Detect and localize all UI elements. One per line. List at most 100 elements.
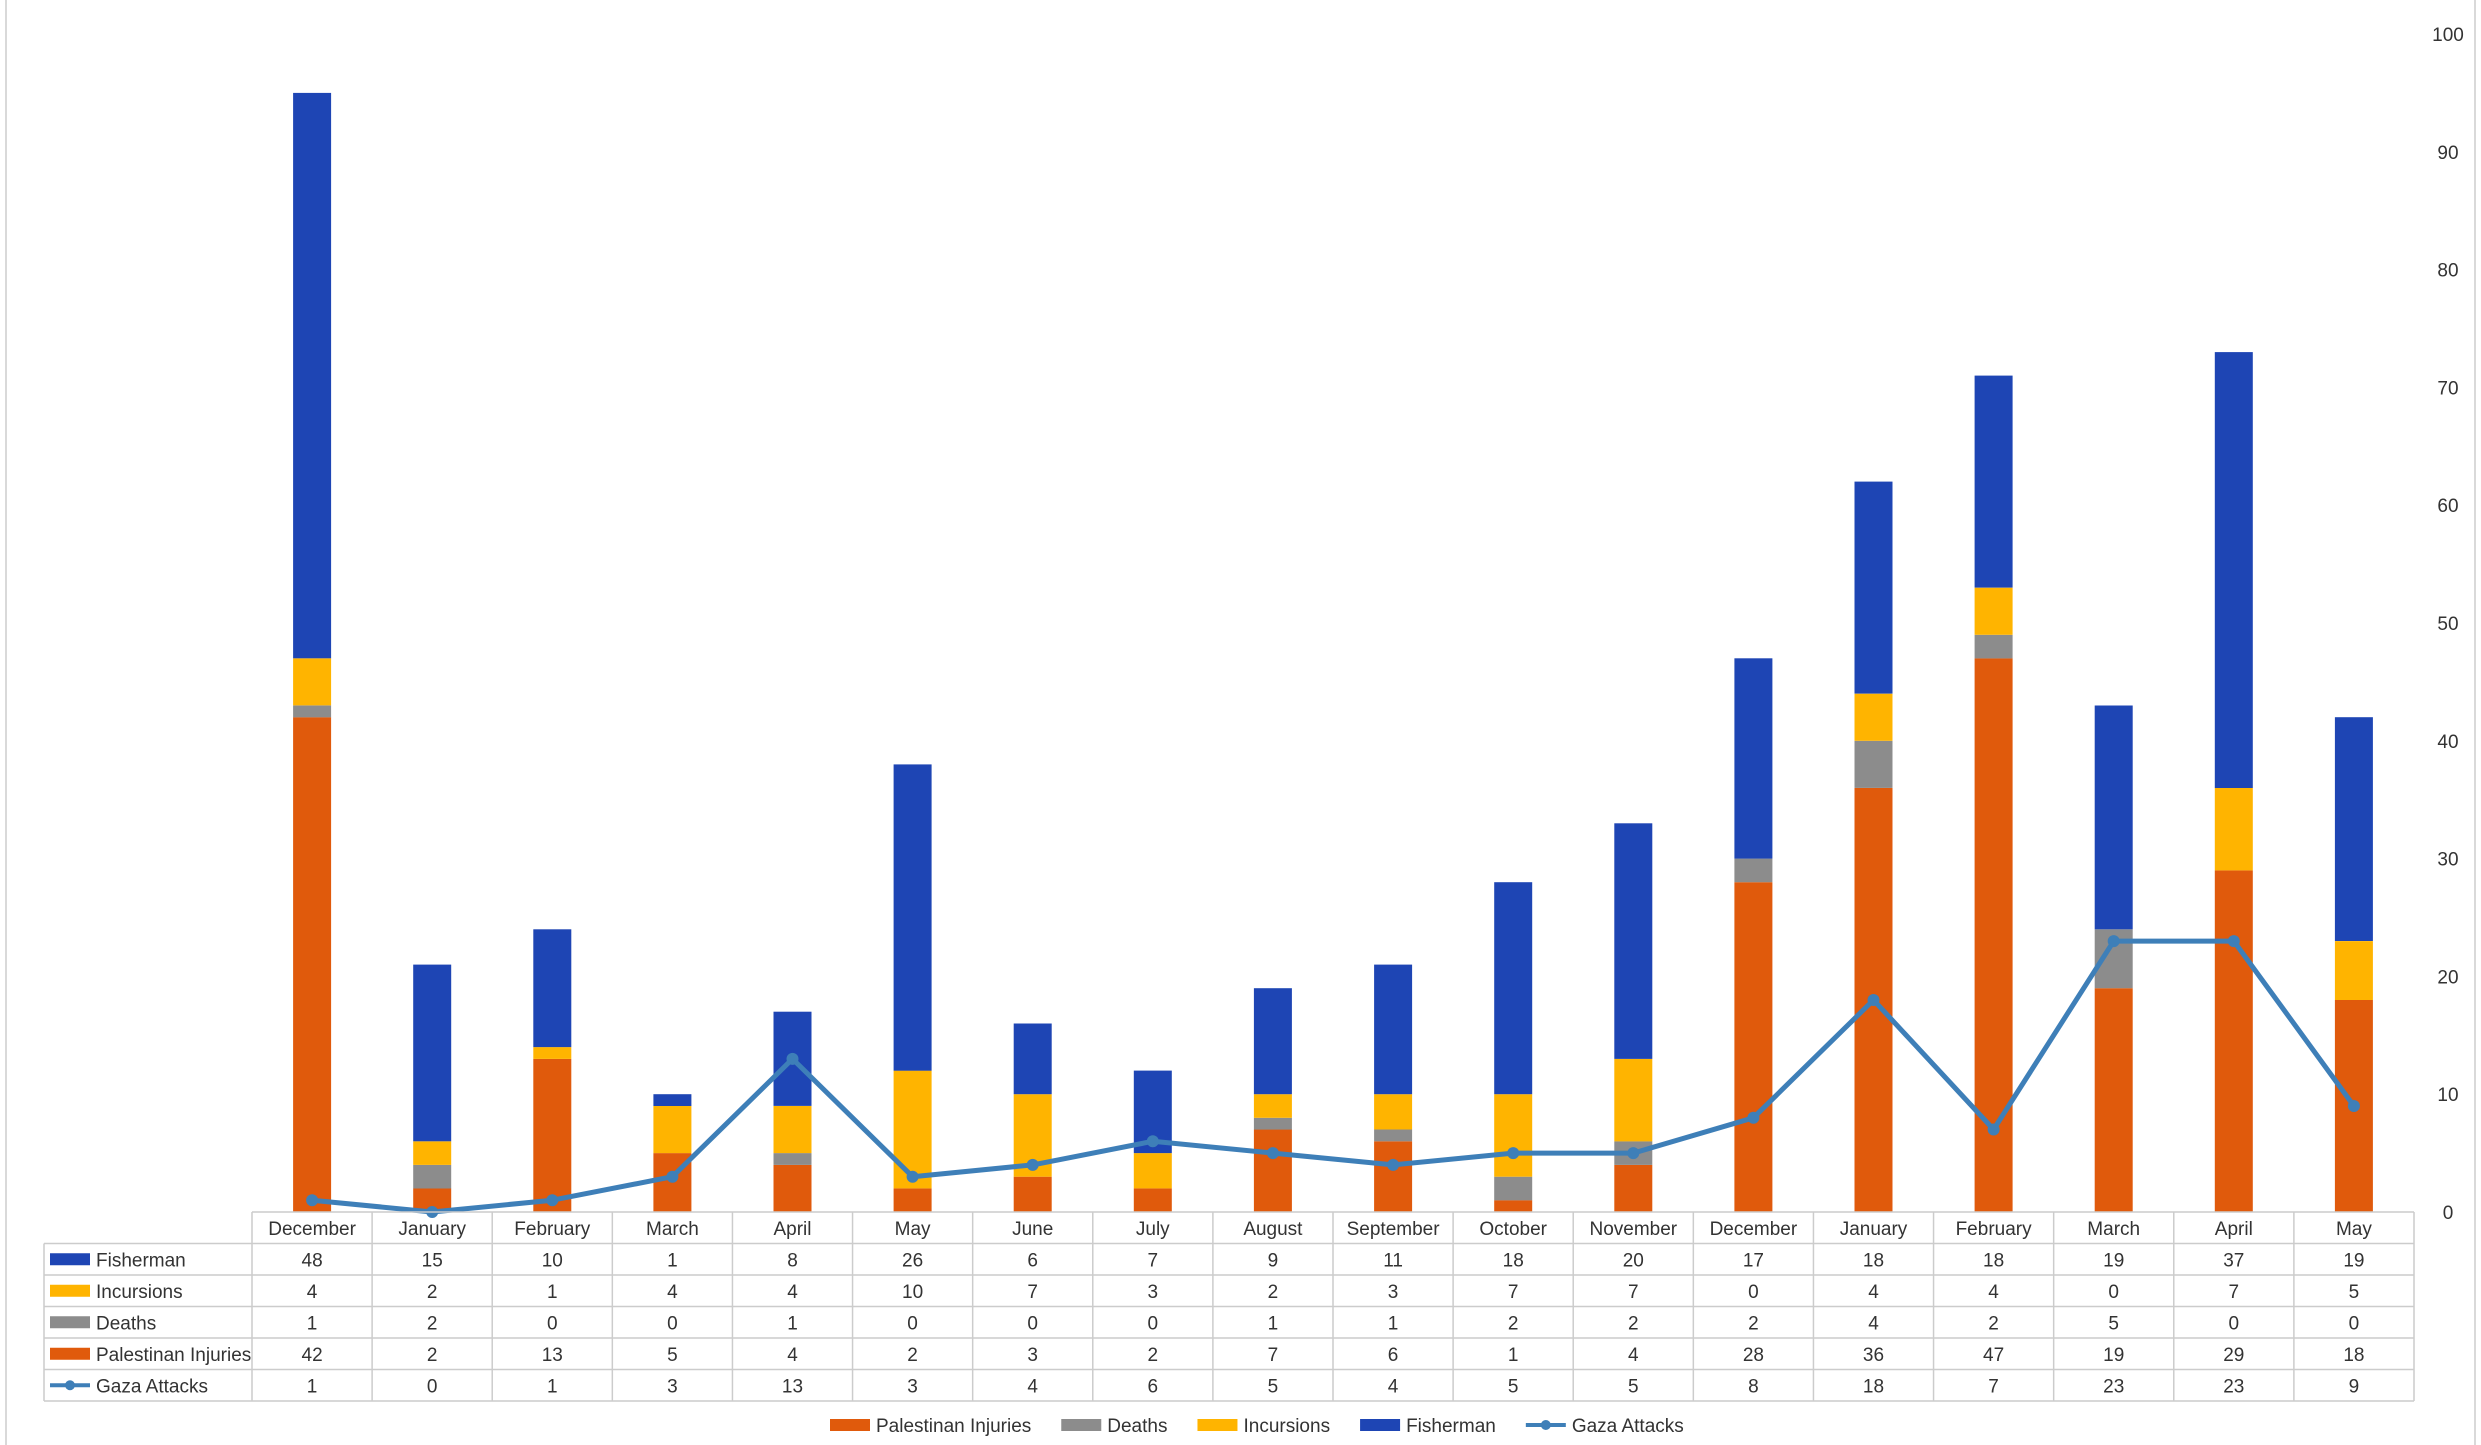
point-gaza-attacks-14	[1987, 1123, 2000, 1136]
bar-deaths-13	[1854, 740, 1893, 788]
table-cell-incursions: 7	[1027, 1282, 1038, 1303]
bar-deaths-10	[1494, 1176, 1533, 1201]
bar-incursions-0	[293, 658, 332, 706]
table-cell-incursions: 2	[1268, 1282, 1279, 1303]
legend-key-incursions	[1197, 1419, 1238, 1431]
table-cell-fisherman: 20	[1623, 1250, 1644, 1271]
bar-palestinan-injuries-2	[533, 1058, 572, 1212]
table-cell-palestinan-injuries: 2	[907, 1345, 918, 1366]
table-row-label: Deaths	[96, 1313, 156, 1334]
table-cell-fisherman: 37	[2223, 1250, 2244, 1271]
bar-palestinan-injuries-10	[1494, 1200, 1533, 1212]
table-cell-incursions: 7	[1628, 1282, 1639, 1303]
table-cell-fisherman: 48	[302, 1250, 323, 1271]
legend-label: Fisherman	[1406, 1416, 1496, 1437]
legend-key-fisherman	[1360, 1419, 1401, 1431]
legend-key-marker-gaza-attacks	[1540, 1420, 1551, 1430]
table-cell-deaths: 5	[2108, 1313, 2119, 1334]
y-axis: 0 10 20 30 40 50 60 70 80 90 100	[2432, 25, 2464, 1224]
table-cell-deaths: 0	[2229, 1313, 2240, 1334]
table-cell-deaths: 2	[1508, 1313, 1519, 1334]
point-gaza-attacks-6	[1026, 1158, 1039, 1171]
bar-palestinan-injuries-0	[293, 717, 332, 1212]
y-tick-label: 10	[2437, 1085, 2458, 1106]
table-cell-incursions: 3	[1148, 1282, 1159, 1303]
table-cell-palestinan-injuries: 36	[1863, 1345, 1884, 1366]
point-gaza-attacks-4	[786, 1052, 799, 1065]
table-cell-deaths: 0	[1027, 1313, 1038, 1334]
table-cell-gaza-attacks: 23	[2103, 1376, 2124, 1397]
table-row-label: Fisherman	[96, 1250, 186, 1271]
bar-incursions-17	[2334, 941, 2373, 1000]
table-cell-fisherman: 8	[787, 1250, 798, 1271]
bar-deaths-1	[413, 1164, 452, 1189]
table-row-label: Incursions	[96, 1282, 183, 1303]
bar-palestinan-injuries-5	[893, 1188, 932, 1212]
table-cell-incursions: 4	[1988, 1282, 1999, 1303]
bar-fisherman-15	[2094, 705, 2133, 930]
point-gaza-attacks-8	[1266, 1147, 1279, 1160]
legend-key-palestinan-injuries	[830, 1419, 870, 1431]
table-cell-incursions: 10	[902, 1282, 923, 1303]
legend-label: Deaths	[1107, 1416, 1167, 1437]
table-cell-gaza-attacks: 9	[2349, 1376, 2360, 1397]
table-cell-gaza-attacks: 6	[1148, 1376, 1159, 1397]
point-gaza-attacks-2	[546, 1194, 559, 1207]
bar-fisherman-3	[653, 1094, 692, 1106]
table-cell-deaths: 2	[1748, 1313, 1759, 1334]
bar-incursions-16	[2214, 787, 2253, 871]
table-cell-fisherman: 11	[1383, 1250, 1403, 1271]
table-cell-gaza-attacks: 18	[1863, 1376, 1884, 1397]
point-gaza-attacks-3	[666, 1170, 679, 1183]
table-cell-fisherman: 1	[667, 1250, 678, 1271]
table-key-deaths	[50, 1316, 90, 1329]
y-tick-label: 40	[2437, 732, 2458, 753]
table-cell-fisherman: 19	[2103, 1250, 2124, 1271]
bar-incursions-5	[893, 1070, 932, 1189]
bar-incursions-2	[533, 1047, 572, 1059]
bar-incursions-3	[653, 1106, 692, 1154]
point-gaza-attacks-12	[1747, 1111, 1760, 1124]
table-cell-deaths: 2	[427, 1313, 438, 1334]
table-cell-gaza-attacks: 7	[1988, 1376, 1999, 1397]
table-cell-incursions: 4	[1868, 1282, 1879, 1303]
point-gaza-attacks-9	[1387, 1158, 1400, 1171]
y-tick-label: 100	[2432, 25, 2464, 46]
bar-palestinan-injuries-4	[773, 1164, 812, 1212]
y-tick-label: 30	[2437, 850, 2458, 871]
table-cell-fisherman: 18	[1983, 1250, 2004, 1271]
bar-fisherman-10	[1494, 882, 1533, 1095]
bar-palestinan-injuries-7	[1133, 1188, 1172, 1212]
table-cell-deaths: 0	[2349, 1313, 2360, 1334]
category-label: January	[1840, 1219, 1908, 1240]
point-gaza-attacks-13	[1867, 994, 1880, 1006]
point-gaza-attacks-17	[2347, 1100, 2360, 1112]
table-cell-incursions: 1	[547, 1282, 558, 1303]
bar-incursions-8	[1253, 1094, 1292, 1118]
bar-deaths-4	[773, 1153, 812, 1165]
bar-fisherman-12	[1734, 658, 1773, 859]
point-gaza-attacks-7	[1146, 1135, 1159, 1148]
table-cell-gaza-attacks: 4	[1388, 1376, 1399, 1397]
table-cell-fisherman: 17	[1743, 1250, 1764, 1271]
category-label: January	[398, 1219, 466, 1240]
bar-palestinan-injuries-1	[413, 1188, 452, 1212]
bar-palestinan-injuries-8	[1253, 1129, 1292, 1212]
bar-deaths-8	[1253, 1117, 1292, 1130]
bar-incursions-13	[1854, 693, 1893, 741]
category-label: April	[773, 1219, 811, 1240]
table-cell-fisherman: 10	[542, 1250, 563, 1271]
table-cell-gaza-attacks: 5	[1268, 1376, 1279, 1397]
category-label: December	[1710, 1219, 1798, 1240]
table-cell-palestinan-injuries: 4	[787, 1345, 798, 1366]
point-gaza-attacks-11	[1627, 1147, 1640, 1160]
table-cell-deaths: 0	[907, 1313, 918, 1334]
category-label: March	[646, 1219, 699, 1240]
category-label: May	[895, 1219, 931, 1240]
category-label: March	[2087, 1219, 2140, 1240]
table-cell-palestinan-injuries: 3	[1027, 1345, 1038, 1366]
table-cell-deaths: 0	[547, 1313, 558, 1334]
table-cell-deaths: 0	[1148, 1313, 1159, 1334]
table-cell-gaza-attacks: 13	[782, 1376, 803, 1397]
